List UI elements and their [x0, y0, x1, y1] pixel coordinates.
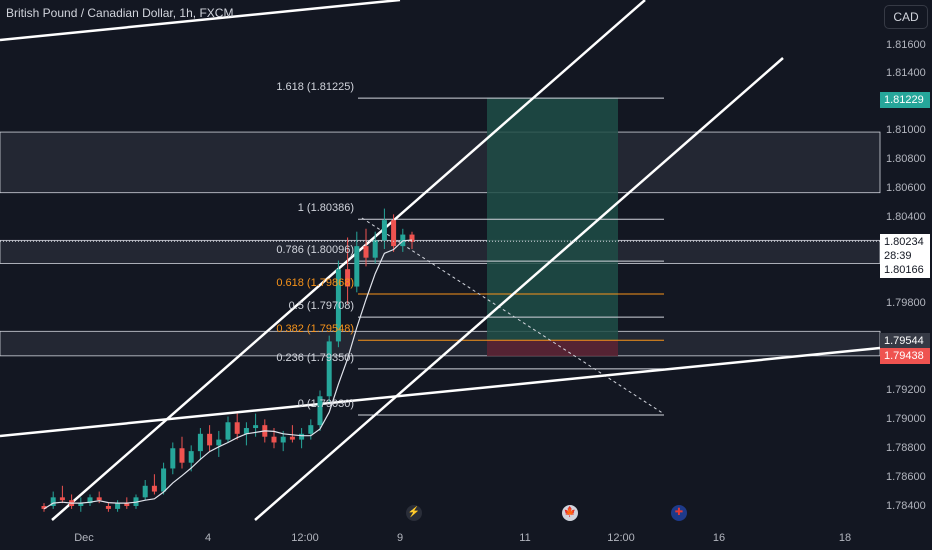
- candle-body: [381, 220, 387, 241]
- candle-body: [363, 246, 369, 258]
- zone-price-tag: 1.79544: [880, 333, 930, 349]
- candle-body: [271, 436, 277, 443]
- time-tick: Dec: [74, 532, 94, 544]
- price-tick: 1.80600: [886, 182, 926, 194]
- trend-line-top: [0, 0, 401, 42]
- candle-body: [188, 451, 194, 463]
- candle-body: [326, 341, 332, 397]
- candle-body: [317, 396, 323, 426]
- candle-body: [207, 433, 213, 446]
- time-tick: 11: [519, 532, 531, 544]
- candle-body: [87, 497, 93, 504]
- price-tick: 1.81600: [886, 39, 926, 51]
- price-tick: 1.80400: [886, 211, 926, 223]
- level-price-tag: 1.80166: [880, 262, 930, 278]
- support-trend-line: [0, 346, 881, 438]
- target-price-tag: 1.81229: [880, 92, 930, 108]
- price-tick: 1.78600: [886, 471, 926, 483]
- time-tick: 12:00: [291, 532, 319, 544]
- price-tick: 1.81400: [886, 67, 926, 79]
- time-tick: 4: [204, 532, 212, 544]
- lightning-icon[interactable]: ⚡: [406, 505, 422, 521]
- fib-label: 0.786 (1.80096): [276, 244, 354, 256]
- candle-body: [391, 220, 397, 247]
- candle-body: [96, 497, 102, 501]
- candle-body: [372, 240, 378, 258]
- candle-body: [170, 448, 176, 469]
- fib-label: 0.382 (1.79548): [276, 323, 354, 335]
- fib-label: 1.618 (1.81225): [276, 81, 354, 93]
- support-zone: [0, 330, 881, 357]
- channel-lower-line: [254, 57, 784, 521]
- canada-flag-icon[interactable]: 🍁: [562, 505, 578, 521]
- candle-body: [115, 503, 121, 509]
- candle-body: [243, 428, 249, 434]
- time-tick: 18: [838, 532, 852, 544]
- candle-body: [354, 246, 360, 287]
- candle-body: [78, 503, 84, 506]
- price-tick: 1.81000: [886, 124, 926, 136]
- current-zone: [0, 239, 881, 264]
- candle-body: [253, 425, 259, 429]
- time-tick: 16: [712, 532, 726, 544]
- fib-label: 0 (1.79030): [297, 398, 354, 410]
- candle-body: [50, 497, 56, 506]
- candle-body: [335, 269, 341, 342]
- candle-body: [124, 503, 130, 506]
- price-tick: 1.80800: [886, 153, 926, 165]
- time-tick: 9: [396, 532, 404, 544]
- fib-label: 1 (1.80386): [297, 202, 354, 214]
- price-tick: 1.78800: [886, 442, 926, 454]
- candle-body: [41, 506, 47, 509]
- candle-body: [345, 269, 351, 287]
- candle-body: [161, 468, 167, 492]
- price-tick: 1.79000: [886, 413, 926, 425]
- currency-button[interactable]: CAD: [884, 5, 928, 29]
- price-tick: 1.78400: [886, 500, 926, 512]
- fib-label: 0.5 (1.79708): [288, 300, 354, 312]
- resistance-zone: [0, 131, 881, 194]
- stop-price-tag: 1.79438: [880, 348, 930, 364]
- candle-body: [280, 436, 286, 443]
- target-zone: [487, 97, 618, 340]
- price-tick: 1.79200: [886, 384, 926, 396]
- candle-body: [299, 433, 305, 440]
- candle-body: [179, 448, 185, 463]
- candle-body: [151, 485, 157, 492]
- candle-body: [225, 422, 231, 440]
- candle-body: [409, 234, 415, 242]
- last-price-tag: 1.80234: [880, 234, 930, 250]
- moving-average-line: [43, 239, 413, 510]
- fib-trend-line: [361, 217, 665, 415]
- candle-body: [216, 439, 222, 446]
- countdown-tag: 28:39: [880, 248, 930, 264]
- candle-body: [142, 485, 148, 498]
- candle-body: [289, 436, 295, 440]
- candle-body: [197, 433, 203, 452]
- candle-body: [308, 425, 314, 434]
- symbol-title: British Pound / Canadian Dollar, 1h, FXC…: [6, 6, 234, 20]
- uk-flag-icon[interactable]: ✚: [671, 505, 687, 521]
- time-tick: 12:00: [607, 532, 635, 544]
- price-tick: 1.79800: [886, 297, 926, 309]
- candle-body: [105, 506, 111, 509]
- candle-body: [59, 497, 65, 501]
- fib-label: 0.618 (1.79868): [276, 277, 354, 289]
- fib-label: 0.236 (1.79350): [276, 352, 354, 364]
- stop-zone: [487, 339, 618, 357]
- candle-body: [234, 422, 240, 434]
- channel-upper-line: [51, 0, 646, 521]
